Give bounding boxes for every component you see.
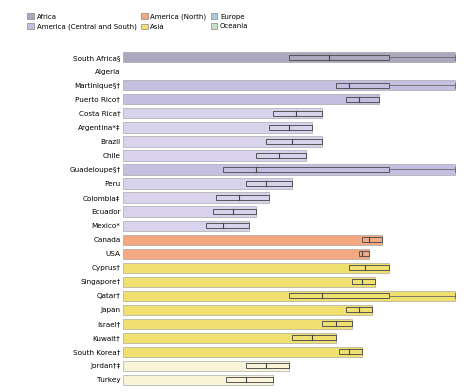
Bar bbox=[339, 349, 362, 354]
Bar bbox=[123, 94, 379, 105]
Bar bbox=[123, 221, 249, 230]
Bar bbox=[123, 109, 322, 118]
Bar bbox=[336, 83, 389, 88]
Bar bbox=[123, 347, 362, 357]
Bar bbox=[123, 53, 455, 62]
Bar bbox=[123, 361, 289, 371]
Bar bbox=[349, 265, 389, 270]
Bar bbox=[123, 305, 372, 315]
Bar bbox=[346, 307, 372, 312]
Bar bbox=[123, 136, 322, 147]
Bar bbox=[206, 223, 249, 228]
Bar bbox=[123, 332, 336, 343]
Bar bbox=[246, 363, 289, 368]
Bar bbox=[123, 249, 369, 259]
Bar bbox=[123, 263, 389, 272]
Bar bbox=[346, 97, 379, 102]
Bar bbox=[269, 125, 312, 130]
Legend: Africa, America (Central and South), America (North), Asia, Europe, Oceania: Africa, America (Central and South), Ame… bbox=[27, 13, 248, 30]
Bar bbox=[226, 377, 273, 382]
Bar bbox=[362, 237, 382, 242]
Bar bbox=[123, 192, 269, 203]
Bar bbox=[123, 80, 455, 91]
Bar bbox=[352, 279, 375, 284]
Bar bbox=[123, 276, 375, 287]
Bar bbox=[123, 290, 455, 301]
Bar bbox=[123, 178, 292, 189]
Bar bbox=[223, 167, 389, 172]
Bar bbox=[256, 153, 306, 158]
Bar bbox=[216, 195, 269, 200]
Bar bbox=[289, 293, 389, 298]
Bar bbox=[123, 319, 352, 328]
Bar bbox=[246, 181, 292, 186]
Bar bbox=[266, 139, 322, 144]
Bar bbox=[213, 209, 256, 214]
Bar bbox=[123, 207, 256, 216]
Bar bbox=[123, 375, 273, 385]
Bar bbox=[322, 321, 352, 326]
Bar bbox=[123, 165, 455, 174]
Bar bbox=[359, 251, 369, 256]
Bar bbox=[289, 55, 389, 60]
Bar bbox=[123, 234, 382, 245]
Bar bbox=[123, 151, 306, 161]
Bar bbox=[292, 335, 336, 340]
Bar bbox=[123, 122, 312, 132]
Bar bbox=[273, 111, 322, 116]
